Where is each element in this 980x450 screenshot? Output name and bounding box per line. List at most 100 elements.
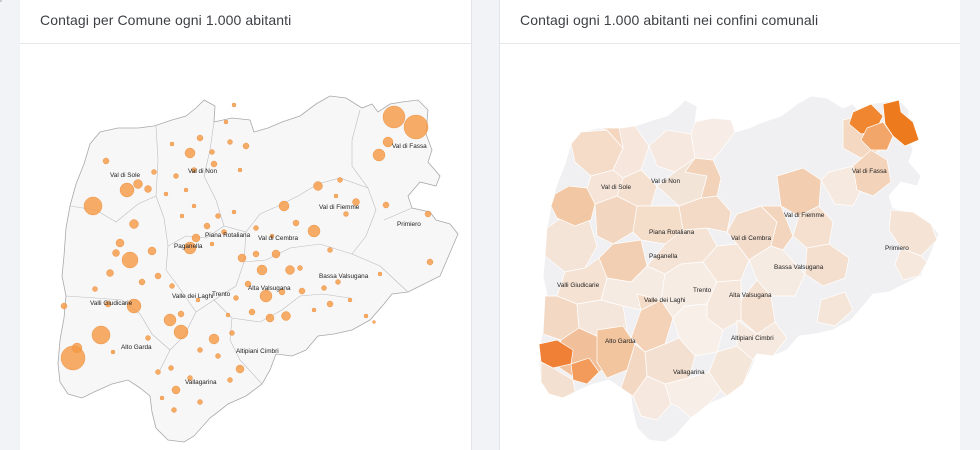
municipality-bubble[interactable] [173, 324, 189, 340]
municipality-bubble[interactable] [285, 265, 295, 275]
municipality-bubble[interactable] [151, 169, 157, 175]
municipality-bubble[interactable] [326, 300, 334, 308]
municipality-bubble[interactable] [106, 269, 114, 277]
municipality-bubble[interactable] [352, 198, 360, 206]
municipality-area[interactable] [894, 247, 928, 281]
municipality-bubble[interactable] [424, 210, 432, 218]
bubble-map[interactable]: Val di Sole Val di Non Val di Fassa Val … [20, 44, 472, 450]
municipality-bubble[interactable] [171, 385, 181, 395]
municipality-bubble[interactable] [203, 222, 211, 230]
municipality-bubble[interactable] [197, 399, 203, 405]
municipality-bubble[interactable] [215, 213, 221, 219]
municipality-bubble[interactable] [119, 182, 135, 198]
municipality-area[interactable] [586, 169, 624, 205]
municipality-bubble[interactable] [177, 310, 185, 318]
municipality-bubble[interactable] [252, 250, 260, 258]
municipality-bubble[interactable] [253, 225, 259, 231]
municipality-bubble[interactable] [173, 173, 179, 179]
municipality-area[interactable] [888, 209, 938, 257]
municipality-bubble[interactable] [191, 203, 197, 209]
municipality-area[interactable] [690, 117, 736, 161]
municipality-bubble[interactable] [171, 407, 177, 413]
municipality-bubble[interactable] [231, 102, 237, 108]
municipality-bubble[interactable] [168, 365, 174, 371]
municipality-bubble[interactable] [208, 333, 220, 345]
municipality-bubble[interactable] [307, 224, 321, 238]
municipality-bubble[interactable] [227, 377, 233, 383]
municipality-bubble[interactable] [377, 271, 383, 277]
municipality-bubble[interactable] [265, 313, 275, 323]
municipality-bubble[interactable] [363, 313, 369, 319]
municipality-bubble[interactable] [159, 395, 165, 401]
municipality-area[interactable] [550, 185, 596, 227]
municipality-bubble[interactable] [248, 308, 256, 316]
municipality-bubble[interactable] [102, 157, 110, 165]
municipality-bubble[interactable] [209, 241, 215, 247]
municipality-bubble[interactable] [183, 187, 189, 193]
municipality-area[interactable] [636, 293, 663, 311]
municipality-bubble[interactable] [372, 148, 386, 162]
municipality-bubble[interactable] [110, 349, 116, 355]
municipality-bubble[interactable] [196, 134, 204, 142]
municipality-bubble[interactable] [327, 247, 333, 253]
municipality-bubble[interactable] [235, 364, 245, 374]
municipality-bubble[interactable] [278, 288, 286, 296]
municipality-bubble[interactable] [372, 320, 376, 324]
municipality-bubble[interactable] [271, 249, 281, 259]
municipality-bubble[interactable] [297, 265, 303, 271]
municipality-area[interactable] [860, 121, 894, 151]
municipality-bubble[interactable] [197, 347, 203, 353]
municipality-bubble[interactable] [333, 193, 339, 199]
municipality-bubble[interactable] [269, 233, 275, 239]
municipality-bubble[interactable] [104, 300, 112, 308]
municipality-bubble[interactable] [115, 238, 125, 248]
municipality-bubble[interactable] [311, 307, 317, 313]
municipality-area[interactable] [736, 319, 788, 361]
municipality-bubble[interactable] [144, 185, 152, 193]
municipality-bubble[interactable] [281, 311, 291, 321]
municipality-bubble[interactable] [225, 312, 231, 318]
municipality-bubble[interactable] [163, 191, 169, 197]
municipality-bubble[interactable] [256, 264, 268, 276]
municipality-bubble[interactable] [121, 251, 139, 269]
municipality-bubble[interactable] [112, 249, 120, 257]
municipality-bubble[interactable] [259, 289, 273, 303]
municipality-bubble[interactable] [129, 219, 139, 229]
municipality-bubble[interactable] [195, 297, 201, 303]
municipality-bubble[interactable] [147, 246, 157, 256]
municipality-bubble[interactable] [382, 105, 406, 129]
municipality-bubble[interactable] [191, 233, 201, 243]
municipality-bubble[interactable] [223, 119, 229, 125]
municipality-bubble[interactable] [215, 353, 221, 359]
municipality-bubble[interactable] [237, 253, 247, 263]
municipality-bubble[interactable] [184, 147, 196, 159]
municipality-bubble[interactable] [237, 167, 243, 173]
municipality-bubble[interactable] [187, 375, 193, 381]
municipality-bubble[interactable] [179, 213, 185, 219]
municipality-bubble[interactable] [83, 196, 103, 216]
municipality-area[interactable] [620, 343, 648, 397]
municipality-bubble[interactable] [183, 241, 197, 255]
municipality-bubble[interactable] [221, 229, 227, 235]
municipality-bubble[interactable] [169, 141, 175, 147]
municipality-bubble[interactable] [227, 139, 233, 145]
municipality-bubble[interactable] [382, 136, 394, 148]
municipality-bubble[interactable] [242, 142, 250, 150]
municipality-bubble[interactable] [229, 330, 235, 336]
municipality-bubble[interactable] [231, 209, 237, 215]
municipality-bubble[interactable] [426, 258, 434, 266]
municipality-bubble[interactable] [382, 201, 390, 209]
municipality-bubble[interactable] [210, 160, 218, 168]
municipality-bubble[interactable] [191, 167, 197, 173]
municipality-bubble[interactable] [313, 181, 323, 191]
municipality-bubble[interactable] [298, 287, 306, 295]
municipality-bubble[interactable] [321, 285, 327, 291]
municipality-area[interactable] [748, 245, 806, 297]
municipality-area[interactable] [816, 291, 854, 327]
municipality-area[interactable] [598, 127, 624, 150]
municipality-bubble[interactable] [209, 149, 215, 155]
municipality-area[interactable] [678, 195, 732, 233]
municipality-area[interactable] [540, 361, 576, 399]
municipality-bubble[interactable] [335, 279, 341, 285]
municipality-bubble[interactable] [60, 345, 86, 371]
